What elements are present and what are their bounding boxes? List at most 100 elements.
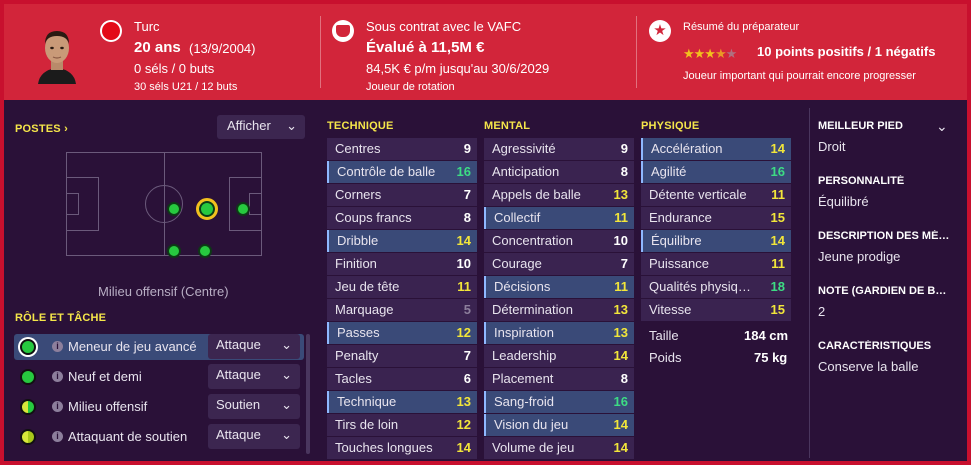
duty-dropdown[interactable]: Soutien ⌄ [208, 394, 300, 419]
attribute-row[interactable]: Courage 7 [484, 253, 634, 275]
position-dot-dm[interactable] [167, 244, 181, 258]
role-item[interactable]: i Milieu offensif Soutien ⌄ [14, 394, 304, 420]
chevron-down-icon[interactable]: ⌄ [936, 118, 948, 134]
attribute-row[interactable]: Décisions 11 [484, 276, 634, 298]
attribute-row[interactable]: Coups francs 8 [327, 207, 477, 229]
report-title[interactable]: Résumé du préparateur [683, 21, 800, 33]
attribute-value: 12 [456, 325, 471, 340]
show-dropdown-button[interactable]: Afficher ⌄ [217, 115, 305, 139]
attribute-row[interactable]: Accélération 14 [641, 138, 791, 160]
role-item[interactable]: i Attaquant de soutien Attaque ⌄ [14, 424, 304, 450]
pitch-diagram [66, 152, 262, 258]
attribute-value: 5 [463, 302, 471, 317]
attribute-row[interactable]: Puissance 11 [641, 253, 791, 275]
attribute-name: Finition [335, 256, 377, 271]
position-dot-cm[interactable] [167, 202, 181, 216]
attribute-row[interactable]: Corners 7 [327, 184, 477, 206]
attribute-value: 15 [770, 210, 785, 225]
position-dot-st[interactable] [236, 202, 250, 216]
attribute-value: 13 [613, 325, 628, 340]
player-profile-panel: Turc 20 ans (13/9/2004) 0 séls / 0 buts … [4, 4, 967, 461]
nationality: Turc [134, 19, 160, 34]
attribute-row[interactable]: Collectif 11 [484, 207, 634, 229]
height-label: Taille [649, 328, 679, 343]
info-icon[interactable]: i [52, 371, 63, 382]
attribute-row[interactable]: Détermination 13 [484, 299, 634, 321]
attribute-value: 9 [463, 141, 471, 156]
attribute-value: 14 [613, 440, 628, 455]
physique-title: PHYSIQUE [641, 120, 700, 132]
club-badge-icon[interactable] [332, 20, 354, 42]
media-description-label: DESCRIPTION DES MÉDIAS [818, 230, 950, 242]
attribute-row[interactable]: Marquage 5 [327, 299, 477, 321]
attribute-row[interactable]: Jeu de tête 11 [327, 276, 477, 298]
duty-dropdown[interactable]: Attaque ⌄ [208, 364, 300, 389]
attribute-value: 14 [613, 417, 628, 432]
attribute-value: 14 [456, 440, 471, 455]
attribute-row[interactable]: Penalty 7 [327, 345, 477, 367]
attribute-name: Décisions [494, 279, 551, 294]
attribute-row[interactable]: Tacles 6 [327, 368, 477, 390]
attribute-row[interactable]: Centres 9 [327, 138, 477, 160]
squad-status[interactable]: Joueur de rotation [366, 81, 455, 93]
attribute-value: 11 [771, 256, 785, 271]
contract-status[interactable]: Sous contrat avec le VAFC [366, 19, 522, 34]
attribute-row[interactable]: Volume de jeu 14 [484, 437, 634, 459]
attribute-row[interactable]: Endurance 15 [641, 207, 791, 229]
duty-dropdown[interactable]: Attaque ⌄ [208, 334, 300, 359]
chevron-down-icon: ⌄ [281, 397, 292, 412]
attribute-row[interactable]: Qualités physiques naturelles 18 [641, 276, 791, 298]
attribute-row[interactable]: Agressivité 9 [484, 138, 634, 160]
role-suitability-icon [20, 429, 36, 445]
role-item[interactable]: i Meneur de jeu avancé Attaque ⌄ [14, 334, 304, 360]
player-value: Évalué à 11,5M € [366, 39, 485, 56]
player-avatar [32, 22, 82, 84]
attribute-row[interactable]: Dribble 14 [327, 230, 477, 252]
attribute-row[interactable]: Finition 10 [327, 253, 477, 275]
attribute-row[interactable]: Vitesse 15 [641, 299, 791, 321]
attribute-row[interactable]: Anticipation 8 [484, 161, 634, 183]
attribute-row[interactable]: Technique 13 [327, 391, 477, 413]
u21-caps[interactable]: 30 séls U21 / 12 buts [134, 81, 238, 93]
attribute-row[interactable]: Appels de balle 13 [484, 184, 634, 206]
international-caps[interactable]: 0 séls / 0 buts [134, 61, 215, 76]
player-header: Turc 20 ans (13/9/2004) 0 séls / 0 buts … [4, 4, 967, 100]
attribute-name: Endurance [649, 210, 712, 225]
position-dot-am-main[interactable] [196, 198, 218, 220]
best-foot-label: MEILLEUR PIED [818, 120, 903, 132]
attribute-row[interactable]: Passes 12 [327, 322, 477, 344]
attribute-row[interactable]: Contrôle de balle 16 [327, 161, 477, 183]
attribute-name: Placement [492, 371, 554, 386]
attribute-row[interactable]: Concentration 10 [484, 230, 634, 252]
attribute-value: 16 [613, 394, 628, 409]
attribute-row[interactable]: Vision du jeu 14 [484, 414, 634, 436]
position-dot-dm-2[interactable] [198, 244, 212, 258]
attribute-row[interactable]: Inspiration 13 [484, 322, 634, 344]
attribute-row[interactable]: Agilité 16 [641, 161, 791, 183]
attribute-value: 16 [456, 164, 471, 179]
positions-title[interactable]: POSTES › [15, 123, 68, 135]
attribute-row[interactable]: Détente verticale 11 [641, 184, 791, 206]
attribute-row[interactable]: Sang-froid 16 [484, 391, 634, 413]
attribute-name: Appels de balle [492, 187, 581, 202]
attribute-value: 11 [614, 279, 628, 294]
attribute-row[interactable]: Touches longues 14 [327, 437, 477, 459]
attribute-row[interactable]: Placement 8 [484, 368, 634, 390]
role-item[interactable]: i Neuf et demi Attaque ⌄ [14, 364, 304, 390]
attribute-row[interactable]: Tirs de loin 12 [327, 414, 477, 436]
chevron-down-icon: ⌄ [281, 367, 292, 382]
info-icon[interactable]: i [52, 431, 63, 442]
content-area: POSTES › Afficher ⌄ Milieu offensif (Cen… [4, 100, 967, 461]
position-label: Milieu offensif (Centre) [98, 284, 229, 299]
attribute-row[interactable]: Leadership 14 [484, 345, 634, 367]
traits-value[interactable]: Conserve la balle [818, 359, 919, 374]
attribute-name: Détente verticale [649, 187, 747, 202]
weight-label: Poids [649, 350, 682, 365]
info-icon[interactable]: i [52, 401, 63, 412]
roles-scrollbar[interactable] [306, 334, 310, 454]
duty-dropdown[interactable]: Attaque ⌄ [208, 424, 300, 449]
attribute-row[interactable]: Équilibre 14 [641, 230, 791, 252]
attribute-value: 7 [463, 348, 471, 363]
info-icon[interactable]: i [52, 341, 63, 352]
attribute-value: 11 [457, 279, 471, 294]
